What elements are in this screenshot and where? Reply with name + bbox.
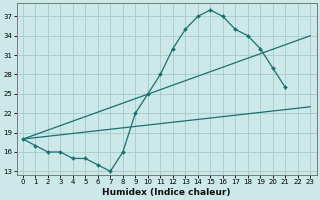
X-axis label: Humidex (Indice chaleur): Humidex (Indice chaleur) bbox=[102, 188, 231, 197]
